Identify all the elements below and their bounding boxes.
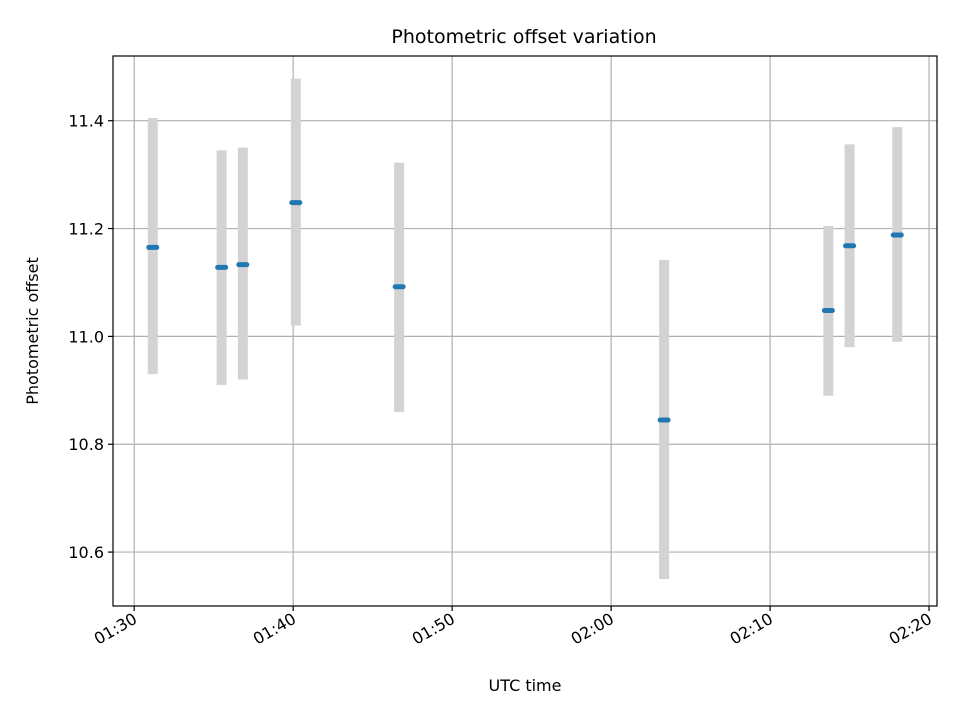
y-tick-label: 10.6 — [68, 543, 104, 562]
y-tick-label: 11.2 — [68, 220, 104, 239]
x-tick-label: 02:10 — [727, 609, 776, 649]
data-points — [146, 200, 904, 423]
grid — [113, 56, 937, 606]
x-tick-label: 01:40 — [250, 609, 299, 649]
chart-title: Photometric offset variation — [391, 26, 656, 48]
x-tick-label: 01:50 — [409, 609, 458, 649]
y-ticks: 10.6 10.8 11.0 11.2 11.4 — [68, 112, 113, 562]
x-ticks: 01:30 01:40 01:50 02:00 02:10 02:20 — [91, 606, 935, 649]
y-tick-label: 10.8 — [68, 435, 104, 454]
plot-frame — [112, 55, 938, 607]
y-tick-label: 11.4 — [68, 112, 104, 131]
error-bars — [147, 78, 903, 580]
y-tick-label: 11.0 — [68, 327, 104, 346]
x-axis-label: UTC time — [489, 676, 562, 695]
x-tick-label: 02:00 — [568, 609, 617, 649]
x-tick-label: 02:20 — [886, 609, 935, 649]
y-axis-label: Photometric offset — [23, 257, 42, 405]
x-tick-label: 01:30 — [91, 609, 140, 649]
